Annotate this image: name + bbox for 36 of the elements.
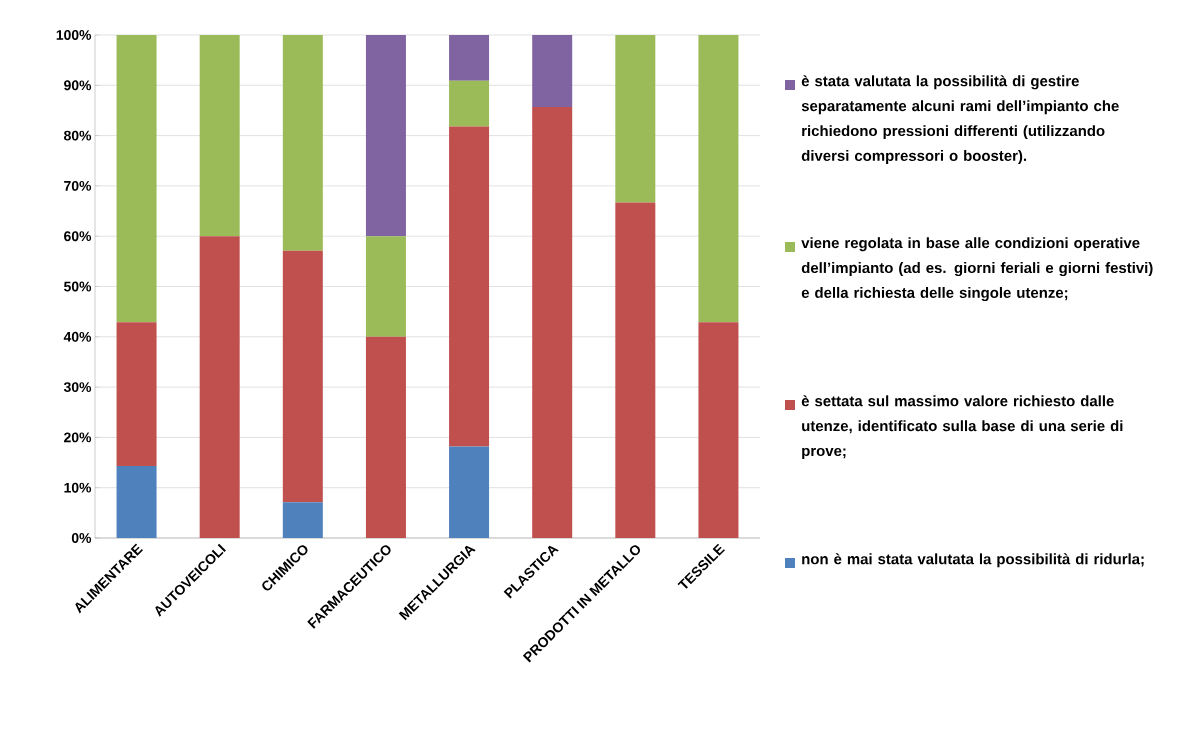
- bar: [116, 34, 157, 323]
- bar: [698, 34, 739, 323]
- y-tick-label: 10%: [64, 482, 92, 493]
- bar: [449, 80, 490, 127]
- bar: [532, 34, 573, 107]
- bar: [116, 322, 157, 467]
- legend-label: non è mai stata valutata la possibilità di ridurla;: [802, 553, 1144, 568]
- y-tick-label: 30%: [63, 382, 92, 393]
- bar: [615, 34, 656, 203]
- bar: [449, 126, 490, 447]
- y-tick-label: 20%: [64, 432, 92, 443]
- bar: [282, 250, 323, 503]
- y-tick-label: 60%: [64, 231, 92, 242]
- legend-label: è settata sul massimo valore richiesto dalle utenze, identificato sulla base di una serie di prove;: [801, 395, 1123, 460]
- bar: [116, 466, 157, 538]
- bar: [449, 446, 490, 538]
- legend-label: viene regolata in base alle condizioni operative dell’impianto (ad es. giorni feriali e giorni festivi) e della richiesta delle singole utenze;: [801, 237, 1153, 302]
- bar: [365, 336, 406, 538]
- bar: [199, 34, 240, 237]
- bar: [282, 502, 323, 538]
- y-tick-label: 50%: [63, 281, 92, 292]
- legend-label: è stata valutata la possibilità di gestire separatamente alcuni rami dell’impianto che richiedono pressioni differenti (utilizzando diversi compressori o booster).: [801, 75, 1119, 164]
- bar: [449, 34, 490, 81]
- bar: [365, 34, 406, 237]
- y-tick-label: 70%: [64, 180, 92, 191]
- y-tick-label: 100%: [56, 30, 92, 40]
- y-tick-label: 40%: [63, 331, 92, 342]
- bar: [615, 202, 656, 538]
- y-tick-label: 80%: [64, 130, 92, 141]
- bar: [532, 106, 573, 538]
- y-tick-label: 0%: [71, 533, 92, 543]
- bar: [698, 322, 739, 538]
- bar: [365, 236, 406, 337]
- y-tick-label: 90%: [64, 80, 92, 91]
- bar: [199, 236, 240, 538]
- bar: [282, 34, 323, 251]
